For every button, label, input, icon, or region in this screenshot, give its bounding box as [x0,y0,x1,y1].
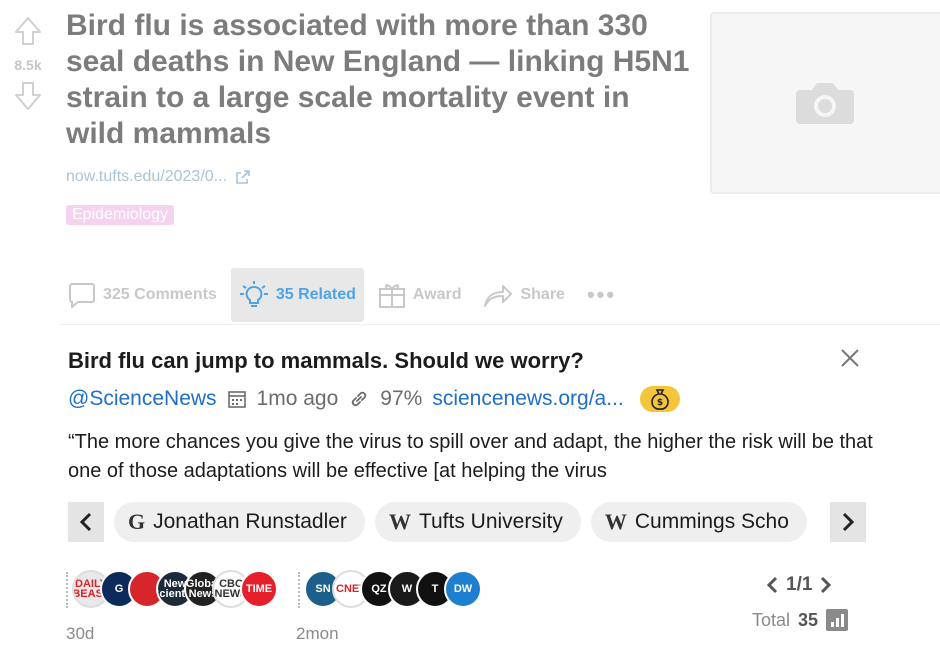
award-button[interactable]: Award [370,268,470,322]
source-logos-2mon: SN CNET QZ W T DW [304,570,482,608]
article-age: 1mo ago [256,387,339,410]
downvote-icon[interactable] [8,81,48,116]
article-domain[interactable]: sciencenews.org/a... [432,387,624,410]
post-title[interactable]: Bird flu is associated with more than 33… [66,9,690,150]
match-percent: 97% [380,387,423,410]
calendar-icon [227,391,246,408]
entity-chip-carousel: G Jonathan Runstadler W Tufts University… [68,502,866,542]
upvote-icon[interactable] [8,16,48,51]
award-label: Award [412,286,462,303]
share-label: Share [520,286,565,303]
vote-column: 8.5k [8,16,48,116]
pager: 1/1 [766,574,832,596]
timeline-marker [298,572,300,608]
stats-icon[interactable] [826,609,849,631]
money-bag-icon[interactable]: $ [639,386,680,412]
related-label: 35 Related [275,286,356,303]
divider [60,324,940,325]
post-thumbnail[interactable] [710,12,940,194]
post-link[interactable]: now.tufts.edu/2023/0... [66,168,251,186]
action-bar: 325 Comments 35 Related Award Share ••• [60,268,630,322]
age-label: 30d [66,624,95,643]
more-icon: ••• [586,282,617,307]
chip-row: G Jonathan Runstadler W Tufts University… [114,502,828,542]
comment-icon [69,283,95,308]
source-handle[interactable]: @ScienceNews [68,387,217,410]
svg-text:$: $ [657,398,663,408]
chevron-right-icon [842,512,855,532]
age-label: 2mon [296,624,339,643]
chevron-right-icon[interactable] [820,576,832,594]
google-icon: G [128,509,146,534]
chips-next-button[interactable] [830,502,866,542]
article-quote: “The more chances you give the virus to … [68,431,873,482]
link-icon [352,391,367,407]
chip-label: Jonathan Runstadler [153,510,347,533]
source-logo[interactable]: TIME [240,570,278,608]
camera-icon [796,83,854,124]
total-label: Total [752,609,791,630]
entity-chip[interactable]: W Tufts University [374,502,581,542]
page-indicator: 1/1 [786,574,813,595]
flair-badge[interactable]: Epidemiology [66,205,175,225]
external-link-icon [236,170,250,184]
chip-label: Tufts University [418,510,563,533]
related-button[interactable]: 35 Related [230,268,364,322]
link-text[interactable]: now.tufts.edu/2023/0... [66,168,228,185]
vote-count: 8.5k [14,57,42,73]
gift-icon [378,284,405,308]
related-article-title[interactable]: Bird flu can jump to mammals. Should we … [68,348,584,373]
chip-label: Cummings Scho [634,510,789,533]
comments-label: 325 Comments [103,286,217,303]
close-icon[interactable] [838,346,862,375]
chevron-left-icon [79,512,92,532]
source-logo[interactable]: DW [444,570,482,608]
wikipedia-icon: W [604,509,627,534]
wikipedia-icon: W [388,509,411,534]
chips-prev-button[interactable] [68,502,104,542]
share-button[interactable]: Share [475,268,572,322]
comments-button[interactable]: 325 Comments [60,268,225,322]
more-options-button[interactable]: ••• [579,268,624,322]
entity-chip[interactable]: W Cummings Scho [590,502,807,542]
entity-chip[interactable]: G Jonathan Runstadler [114,502,365,542]
lightbulb-icon [239,281,268,307]
timeline-marker [66,572,68,608]
share-icon [484,285,513,307]
total-count: Total 35 [752,609,849,631]
total-value: 35 [798,609,819,630]
related-article-meta: @ScienceNews 1mo ago 97% sciencenews.org… [68,386,680,412]
chevron-left-icon[interactable] [766,576,778,594]
